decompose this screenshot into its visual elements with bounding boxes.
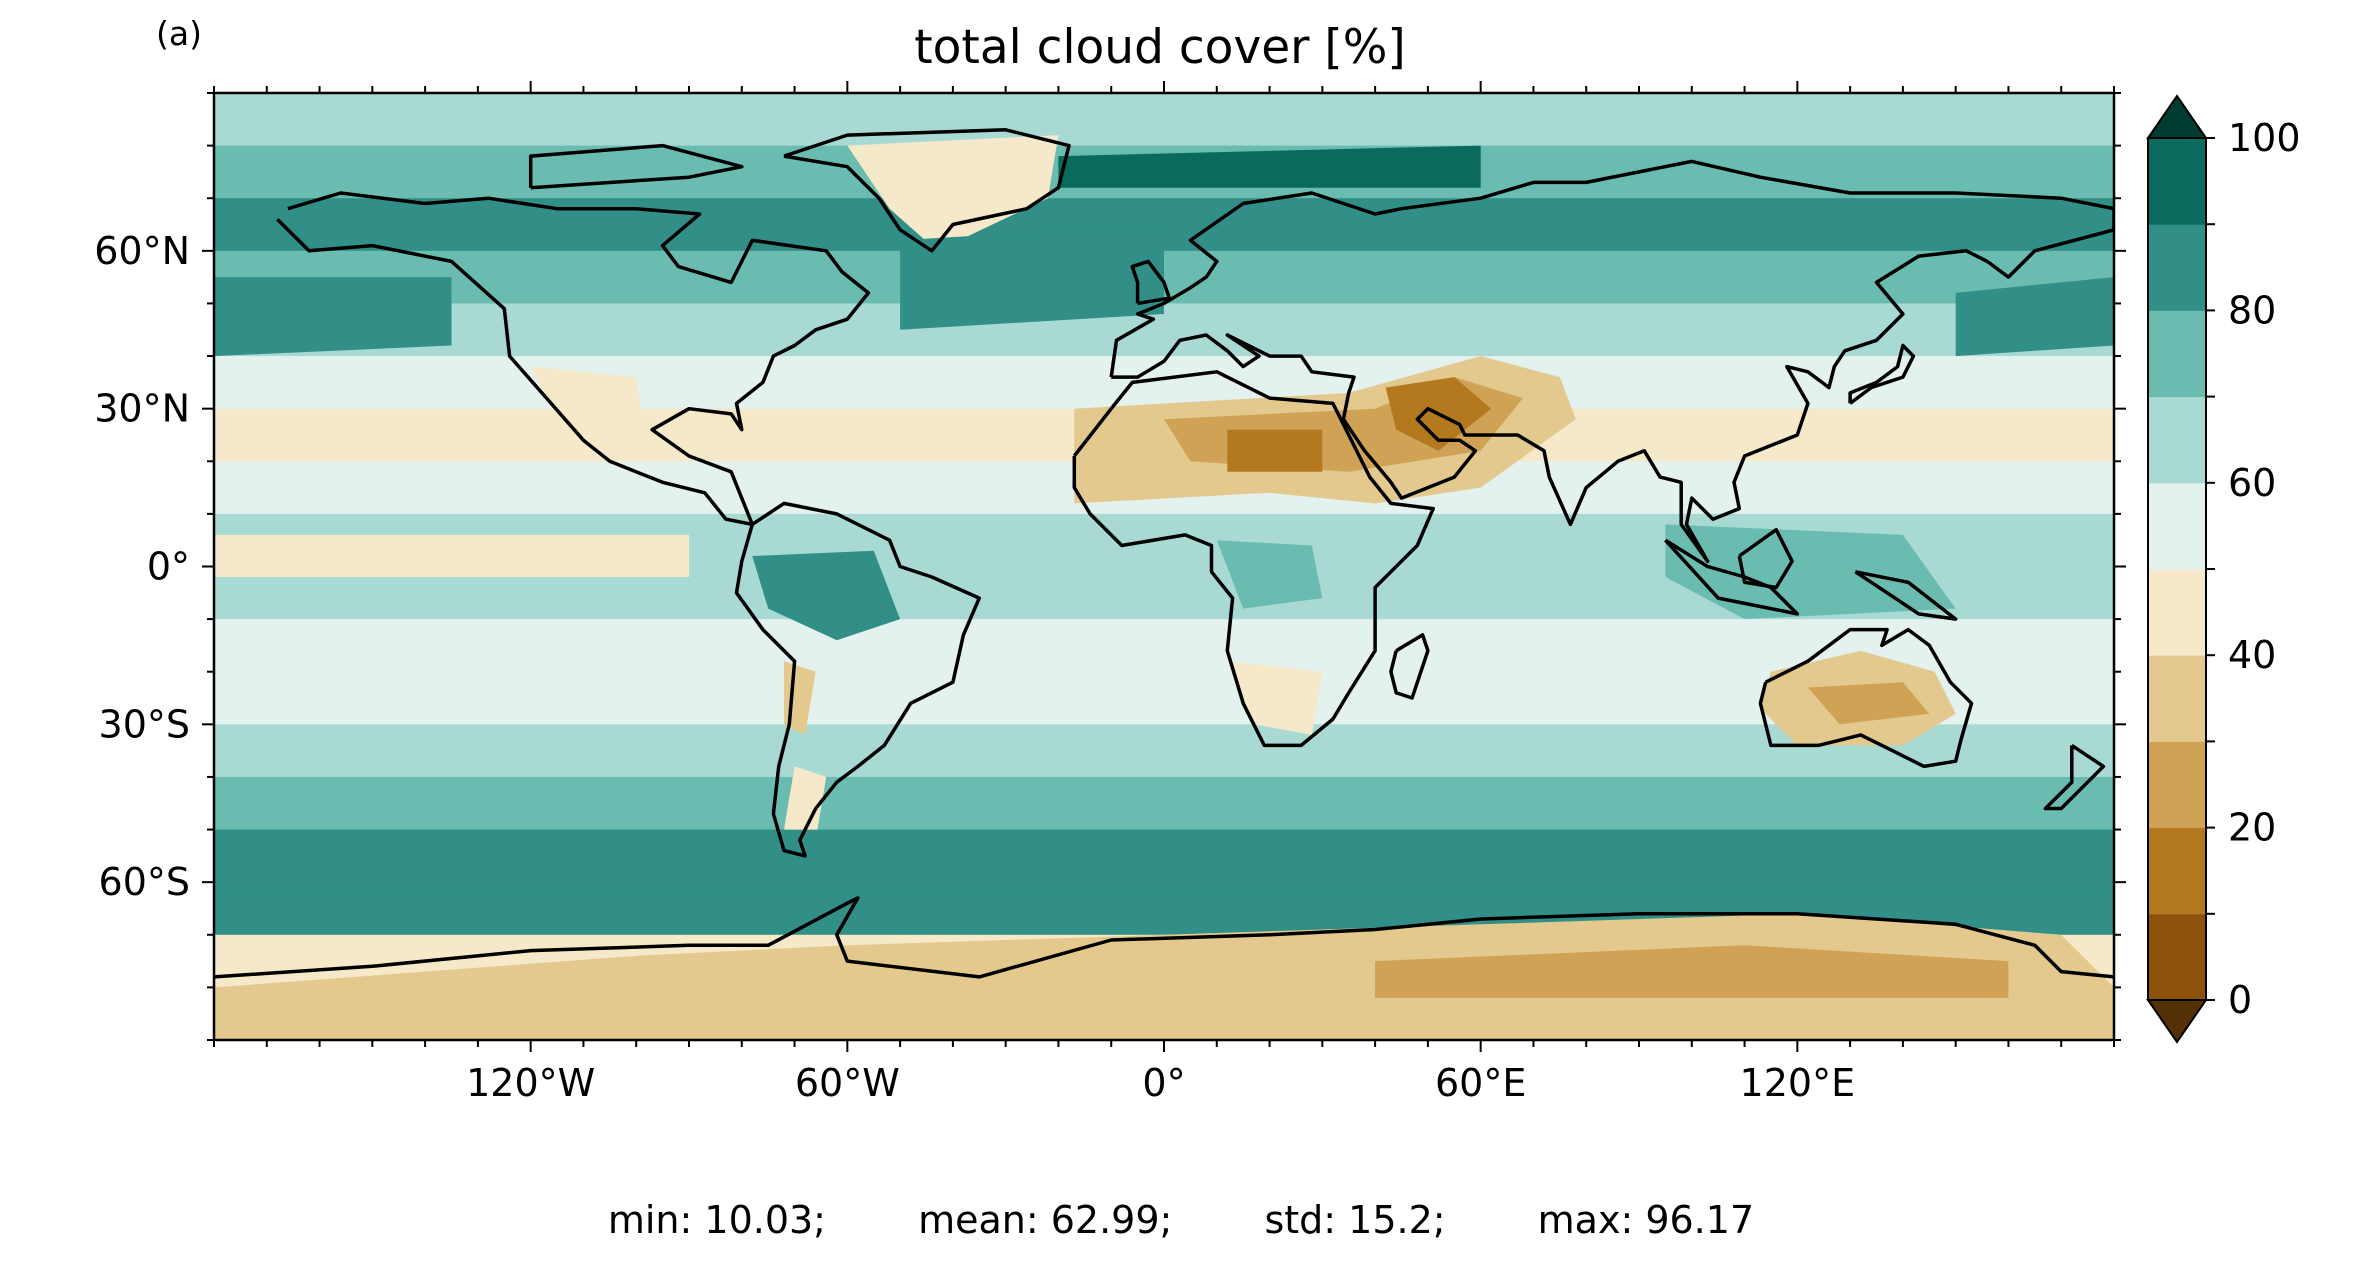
colorbar-tick-label: 20: [2228, 806, 2276, 850]
stat-max: max: 96.17: [1537, 1198, 1755, 1242]
chart-title: total cloud cover [%]: [914, 20, 1406, 75]
colorbar-segment: [2148, 655, 2206, 742]
cloud-region-11: [1665, 524, 1956, 620]
colorbar-tick-label: 0: [2228, 978, 2252, 1022]
south-america-coast: [734, 501, 982, 858]
cloud-region-9: [752, 550, 901, 641]
greenland-coast: [783, 128, 1071, 253]
japan-coast: [1848, 343, 1916, 405]
colorbar-under-arrow: [2146, 999, 2208, 1044]
coastlines: [214, 128, 2114, 979]
cloud-region-19: [900, 224, 1164, 330]
y-tick-label: 60°S: [99, 860, 190, 904]
cloud-region-20: [214, 829, 2114, 893]
cloud-region-12: [214, 534, 689, 577]
indonesia-coast: [1664, 538, 1800, 616]
colorbar-segment: [2148, 913, 2206, 1001]
y-tick-label: 0°: [147, 545, 190, 589]
cloud-region-6: [214, 913, 2114, 1040]
australia-coast: [1758, 627, 1974, 769]
colorbar-over-arrow: [2146, 94, 2208, 139]
colorbar-segment: [2148, 138, 2206, 225]
x-tick-label: 60°E: [1435, 1061, 1526, 1105]
lat-band-13: [214, 776, 2114, 831]
cloud-region-15: [784, 766, 827, 841]
new-guinea-coast: [1854, 570, 1958, 621]
colorbar-segment: [2148, 741, 2206, 829]
cloud-region-7: [1375, 945, 2009, 998]
y-tick-label: 30°S: [99, 702, 190, 746]
madagascar-coast: [1389, 633, 1430, 700]
eurasia-coast: [1109, 159, 2114, 563]
colorbar-segment: [2148, 310, 2206, 398]
stat-min: min: 10.03;: [607, 1198, 826, 1242]
colorbar-tick-label: 60: [2228, 461, 2276, 505]
british-isles-coast: [1130, 259, 1172, 306]
x-tick-label: 0°: [1142, 1061, 1185, 1105]
cloud-region-2: [1227, 429, 1323, 472]
antarctica-coast: [214, 896, 2114, 979]
stat-mean: mean: 62.99;: [918, 1198, 1173, 1242]
colorbar-tick-label: 100: [2228, 116, 2301, 160]
x-tick-label: 60°W: [795, 1061, 900, 1105]
colorbar-segment: [2148, 396, 2206, 484]
arctic-islands-coast: [528, 143, 744, 190]
y-axis: 60°N 30°N 0° 30°S 60°S: [94, 92, 2126, 1041]
x-tick-label: 120°W: [466, 1061, 595, 1105]
map-layer: [214, 93, 2114, 1040]
y-tick-label: 60°N: [94, 229, 190, 273]
africa-coast: [1072, 370, 1435, 748]
panel-label: (a): [156, 14, 202, 53]
cloud-region-18: [214, 277, 452, 357]
cloud-region-8: [847, 135, 1059, 251]
borneo-coast: [1737, 527, 1794, 590]
colorbar-tick-label: 40: [2228, 633, 2276, 677]
north-america-coast: [276, 191, 871, 527]
new-zealand-coast: [2043, 743, 2106, 811]
stat-std: std: 15.2;: [1264, 1198, 1446, 1242]
cloud-region-10: [1216, 540, 1323, 609]
colorbar-segment: [2148, 224, 2206, 311]
colorbar-segment: [2148, 569, 2206, 656]
cloud-region-16: [530, 366, 647, 451]
colorbar-tick-label: 80: [2228, 288, 2276, 332]
cloud-region-21: [1058, 145, 1481, 188]
lat-band-0: [214, 93, 2114, 147]
statistics-line: min: 10.03; mean: 62.99; std: 15.2; max:…: [0, 1198, 2362, 1242]
cloud-region-5: [1807, 682, 1930, 725]
colorbar: 0 20 40 60 80 100: [2146, 94, 2301, 1044]
y-tick-label: 30°N: [94, 387, 190, 431]
colorbar-segment: [2148, 827, 2206, 915]
x-axis: 120°W 60°W 0° 60°E 120°E: [213, 81, 2115, 1105]
cloud-region-17: [1955, 277, 2114, 357]
x-tick-label: 120°E: [1740, 1061, 1856, 1105]
colorbar-segment: [2148, 482, 2206, 570]
lat-band-10: [214, 619, 2114, 673]
